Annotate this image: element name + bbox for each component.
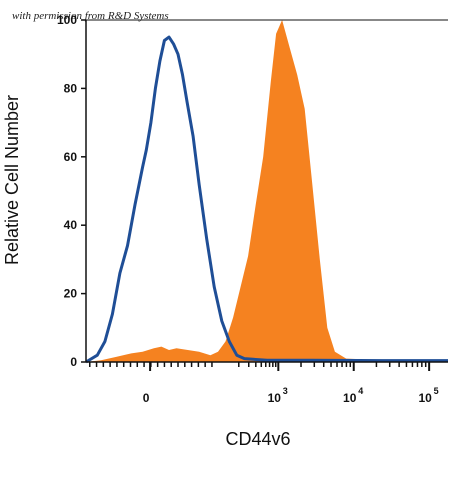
- series-outline-histogram: [85, 35, 448, 364]
- watermark-text: with permission from R&D Systems: [12, 10, 169, 22]
- y-axis-label: Relative Cell Number: [2, 95, 22, 265]
- x-tick-label: 10: [343, 391, 357, 405]
- x-tick-label: 10: [268, 391, 282, 405]
- x-tick-label: 0: [143, 391, 150, 405]
- y-tick-label: 60: [64, 150, 78, 164]
- y-tick-label: 100: [57, 13, 77, 27]
- x-tick-exponent: 4: [358, 386, 363, 396]
- x-tick-label: 10: [418, 391, 432, 405]
- y-tick-label: 0: [70, 355, 77, 369]
- series-filled-histogram: [86, 20, 448, 362]
- y-tick-label: 40: [64, 218, 78, 232]
- y-tick-label: 20: [64, 287, 78, 301]
- x-tick-exponent: 5: [434, 386, 439, 396]
- x-axis-label: CD44v6: [225, 429, 290, 449]
- x-tick-exponent: 3: [283, 386, 288, 396]
- y-tick-label: 80: [64, 81, 78, 95]
